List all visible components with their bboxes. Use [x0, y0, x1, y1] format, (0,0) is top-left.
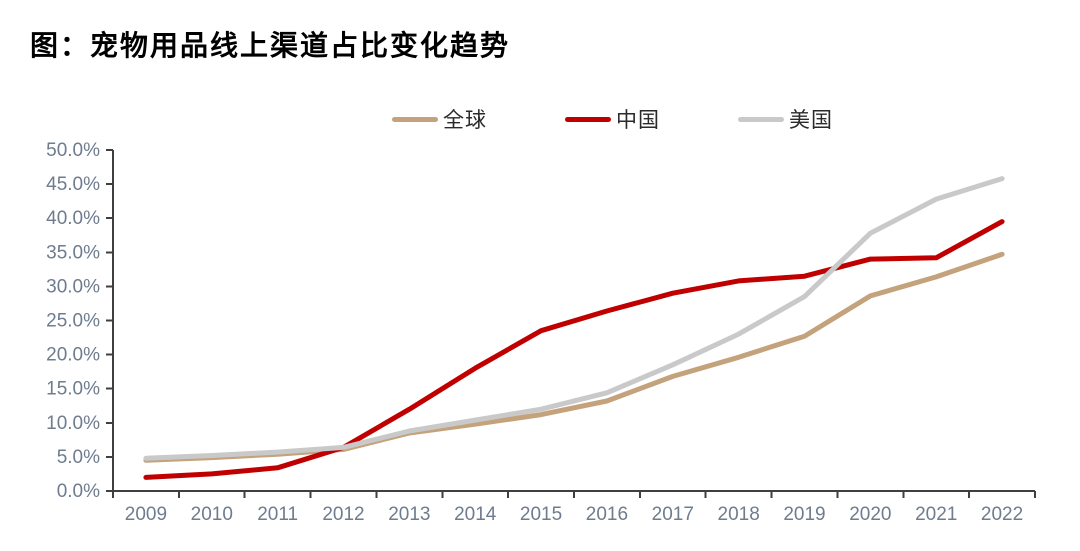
x-tick-label: 2016 — [586, 504, 628, 525]
legend-swatch-china-line — [565, 116, 611, 122]
x-tick-label: 2019 — [783, 504, 825, 525]
x-tick-label: 2013 — [388, 504, 430, 525]
y-tick-label: 10.0% — [46, 413, 100, 434]
series-line-china — [143, 219, 1005, 480]
x-tick-label: 2017 — [652, 504, 694, 525]
y-tick-label: 35.0% — [46, 242, 100, 263]
x-tick-label: 2009 — [125, 504, 167, 525]
chart-legend: 全球 中国 美国 — [392, 104, 833, 134]
series-line-global — [143, 251, 1005, 463]
y-tick-label: 45.0% — [46, 174, 100, 195]
legend-label-us: 美国 — [789, 108, 833, 132]
legend-label-global: 全球 — [443, 108, 487, 132]
legend-swatch-global-line — [392, 116, 438, 122]
x-tick-label: 2015 — [520, 504, 562, 525]
y-tick-label: 25.0% — [46, 311, 100, 332]
y-tick-label: 30.0% — [46, 276, 100, 297]
x-tick-label: 2011 — [257, 504, 298, 525]
x-tick-label: 2012 — [322, 504, 364, 525]
y-tick-label: 20.0% — [46, 345, 100, 366]
x-tick-label: 2021 — [915, 504, 957, 525]
legend-item-china: 中国 — [565, 104, 660, 134]
legend-label-china: 中国 — [616, 108, 660, 132]
x-tick-label: 2018 — [718, 504, 760, 525]
y-tick-label: 5.0% — [57, 447, 100, 468]
series-line-us — [143, 176, 1005, 461]
y-tick-label: 40.0% — [46, 208, 100, 229]
x-tick-label: 2010 — [191, 504, 233, 525]
legend-item-global: 全球 — [392, 104, 487, 134]
legend-swatch-us-line — [738, 116, 784, 122]
y-tick-label: 0.0% — [57, 481, 100, 502]
y-tick-label: 15.0% — [46, 379, 100, 400]
x-tick-label: 2014 — [454, 504, 497, 525]
x-tick-label: 2020 — [849, 504, 891, 525]
y-tick-label: 50.0% — [46, 140, 100, 161]
x-tick-label: 2022 — [981, 504, 1023, 525]
chart-title: 图：宠物用品线上渠道占比变化趋势 — [30, 31, 511, 62]
legend-item-us: 美国 — [738, 104, 833, 134]
